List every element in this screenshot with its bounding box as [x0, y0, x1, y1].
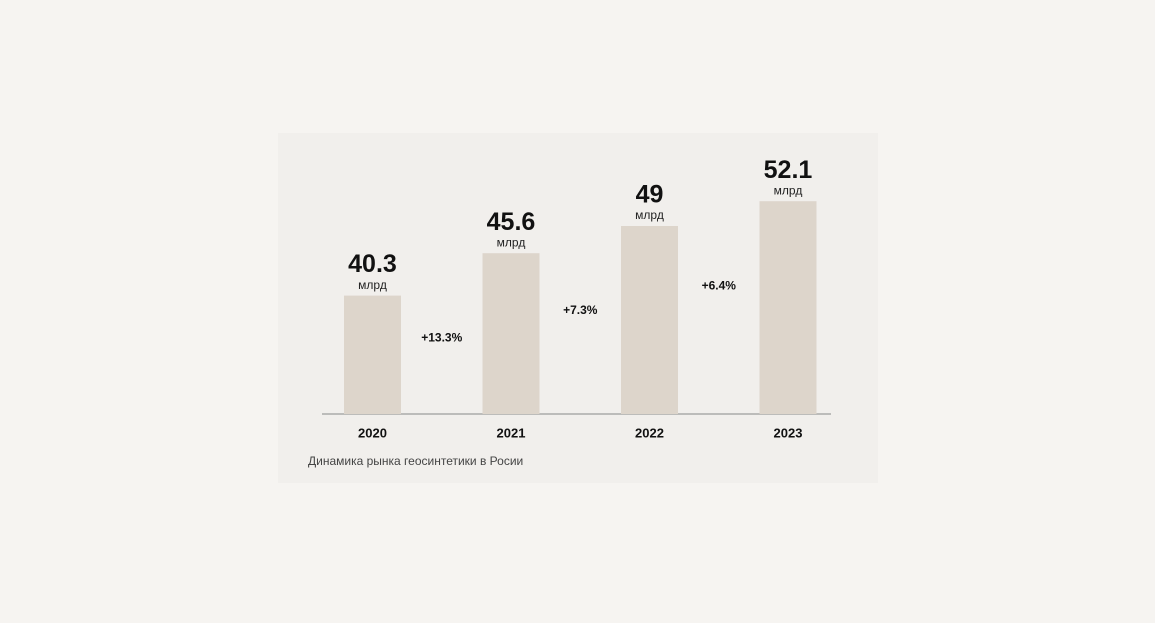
x-tick-label: 2023: [774, 425, 803, 440]
x-tick-label: 2020: [358, 425, 387, 440]
caption: Динамика рынка геосинтетики в Росии: [308, 454, 523, 468]
bar: [344, 295, 401, 414]
unit-label: млрд: [497, 235, 526, 249]
unit-label: млрд: [774, 183, 803, 197]
bar: [759, 201, 817, 414]
growth-annotation: +6.4%: [702, 278, 737, 292]
unit-label: млрд: [358, 278, 387, 292]
x-tick-label: 2022: [635, 425, 664, 440]
growth-annotation: +13.3%: [421, 330, 462, 344]
x-tick-label: 2021: [497, 425, 526, 440]
value-label: 49: [636, 181, 664, 209]
bar: [621, 226, 678, 414]
value-label: 52.1: [764, 156, 813, 184]
bar: [482, 253, 540, 414]
unit-label: млрд: [635, 208, 664, 222]
value-label: 40.3: [348, 250, 397, 278]
value-label: 45.6: [487, 208, 536, 236]
growth-annotation: +7.3%: [563, 303, 598, 317]
